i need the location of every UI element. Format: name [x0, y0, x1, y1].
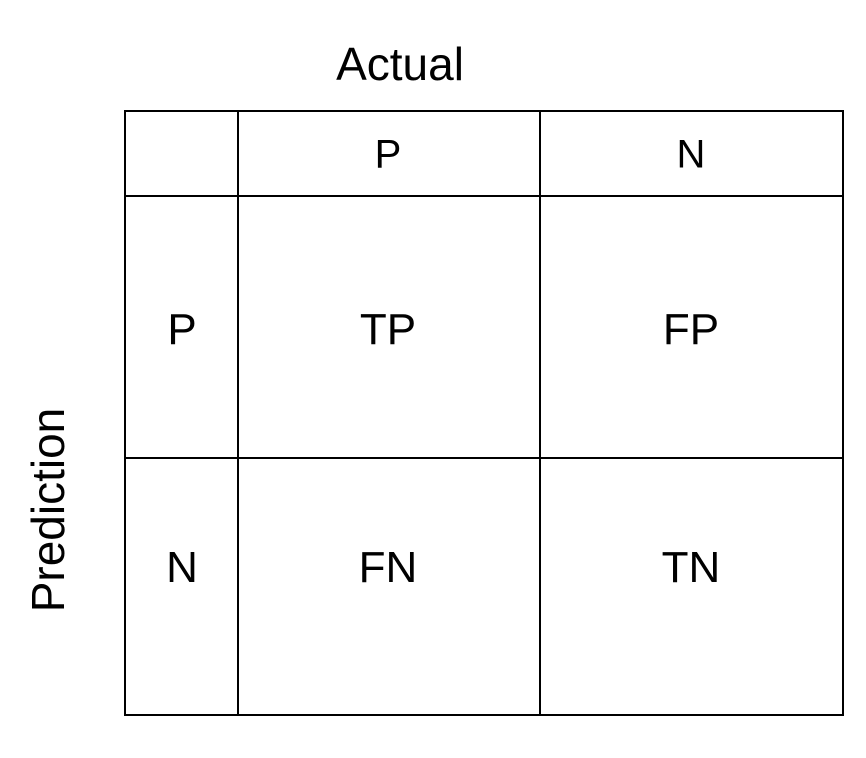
actual-axis-label: Actual: [336, 38, 464, 90]
matrix-divider-vertical: [539, 112, 541, 714]
cell-false-positive: FP: [662, 305, 720, 354]
prediction-axis-label: Prediction: [22, 407, 74, 613]
column-header-actual-negative: N: [676, 132, 706, 177]
row-header-predicted-positive: P: [167, 305, 197, 354]
cell-true-positive: TP: [359, 305, 417, 354]
column-header-actual-positive: P: [374, 132, 402, 177]
matrix-divider-vertical: [237, 112, 239, 714]
row-header-predicted-negative: N: [166, 543, 198, 592]
matrix-divider-horizontal: [126, 457, 842, 459]
cell-false-negative: FN: [358, 543, 418, 592]
matrix-divider-horizontal: [126, 195, 842, 197]
cell-true-negative: TN: [661, 543, 721, 592]
confusion-matrix: P N P N TP FP FN TN: [124, 110, 844, 716]
